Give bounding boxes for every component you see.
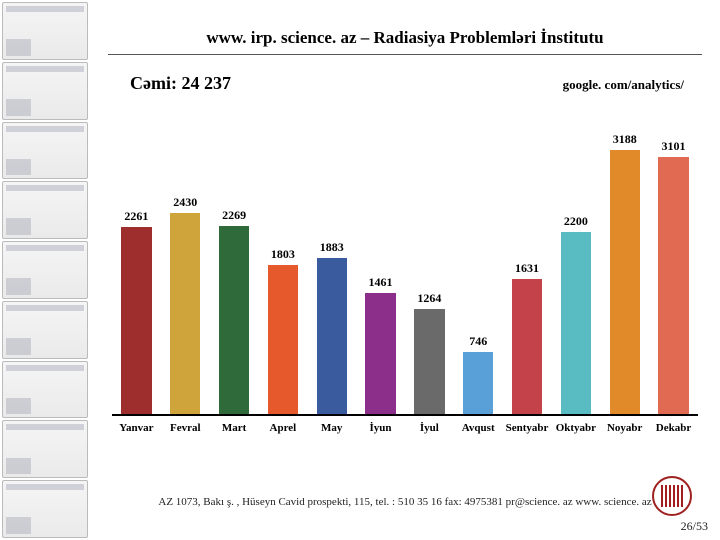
- summary-row: Cəmi: 24 237 google. com/analytics/: [108, 73, 702, 94]
- bar-value-label: 3101: [662, 139, 686, 154]
- bar-value-label: 2200: [564, 214, 588, 229]
- bar-rect: [170, 213, 200, 414]
- title-dash: –: [357, 28, 374, 47]
- bar-aprel: 1803: [258, 116, 307, 414]
- monthly-bar-chart: 2261 2430 2269 1803 1883 1461 1264 746 1631 2200 3…: [112, 116, 698, 416]
- title-institute: Radiasiya Problemləri İnstitutu: [374, 28, 604, 47]
- chart-bars: 2261 2430 2269 1803 1883 1461 1264 746 1631 2200 3…: [112, 116, 698, 414]
- bar-rect: [658, 157, 688, 414]
- bar-value-label: 2430: [173, 195, 197, 210]
- sidebar-thumb[interactable]: [2, 361, 88, 419]
- sidebar-thumb[interactable]: [2, 62, 88, 120]
- sidebar-thumbnails: [0, 0, 90, 540]
- xaxis-tick: Dekabr: [649, 422, 698, 434]
- bar-rect: [317, 258, 347, 414]
- xaxis-tick: Yanvar: [112, 422, 161, 434]
- xaxis-tick: Sentyabr: [503, 422, 552, 434]
- institute-seal-icon: [652, 476, 692, 516]
- xaxis-tick: Avqust: [454, 422, 503, 434]
- bar-dekabr: 3101: [649, 116, 698, 414]
- sidebar-thumb[interactable]: [2, 241, 88, 299]
- total-label: Cəmi: 24 237: [130, 73, 231, 94]
- bar-oktyabr: 2200: [551, 116, 600, 414]
- sidebar-thumb[interactable]: [2, 301, 88, 359]
- bar-rect: [463, 352, 493, 414]
- bar-rect: [512, 279, 542, 414]
- xaxis-tick: Fevral: [161, 422, 210, 434]
- footer-contact: AZ 1073, Bakı ş. , Hüseyn Cavid prospekt…: [90, 496, 720, 508]
- bar-i̇yun: 1461: [356, 116, 405, 414]
- xaxis-tick: Noyabr: [600, 422, 649, 434]
- bar-value-label: 746: [469, 334, 487, 349]
- xaxis-tick: İyun: [356, 422, 405, 434]
- xaxis-tick: Aprel: [258, 422, 307, 434]
- sidebar-thumb[interactable]: [2, 480, 88, 538]
- bar-value-label: 1803: [271, 247, 295, 262]
- bar-rect: [414, 309, 444, 414]
- bar-rect: [219, 226, 249, 414]
- sidebar-thumb[interactable]: [2, 122, 88, 180]
- bar-value-label: 2261: [124, 209, 148, 224]
- bar-rect: [561, 232, 591, 414]
- xaxis-tick: İyul: [405, 422, 454, 434]
- bar-i̇yul: 1264: [405, 116, 454, 414]
- slide-page: www. irp. science. az – Radiasiya Proble…: [0, 0, 720, 540]
- chart-xaxis: YanvarFevralMartAprelMayİyunİyulAvqustSe…: [112, 422, 698, 434]
- bar-value-label: 1631: [515, 261, 539, 276]
- bar-value-label: 2269: [222, 208, 246, 223]
- xaxis-tick: Oktyabr: [551, 422, 600, 434]
- xaxis-tick: Mart: [210, 422, 259, 434]
- title-url: www. irp. science. az: [206, 28, 356, 47]
- sidebar-thumb[interactable]: [2, 181, 88, 239]
- sidebar-thumb[interactable]: [2, 2, 88, 60]
- sidebar-thumb[interactable]: [2, 420, 88, 478]
- bar-value-label: 1883: [320, 240, 344, 255]
- bar-mart: 2269: [210, 116, 259, 414]
- bar-fevral: 2430: [161, 116, 210, 414]
- xaxis-tick: May: [307, 422, 356, 434]
- bar-rect: [365, 293, 395, 414]
- bar-value-label: 3188: [613, 132, 637, 147]
- bar-rect: [121, 227, 151, 414]
- bar-value-label: 1461: [369, 275, 393, 290]
- bar-rect: [610, 150, 640, 414]
- main-content: www. irp. science. az – Radiasiya Proble…: [90, 0, 720, 540]
- bar-yanvar: 2261: [112, 116, 161, 414]
- analytics-source: google. com/analytics/: [563, 77, 684, 93]
- bar-rect: [268, 265, 298, 414]
- bar-may: 1883: [307, 116, 356, 414]
- bar-avqust: 746: [454, 116, 503, 414]
- page-number: 26/53: [681, 519, 708, 534]
- bar-value-label: 1264: [417, 291, 441, 306]
- bar-noyabr: 3188: [600, 116, 649, 414]
- page-title: www. irp. science. az – Radiasiya Proble…: [108, 28, 702, 55]
- bar-sentyabr: 1631: [503, 116, 552, 414]
